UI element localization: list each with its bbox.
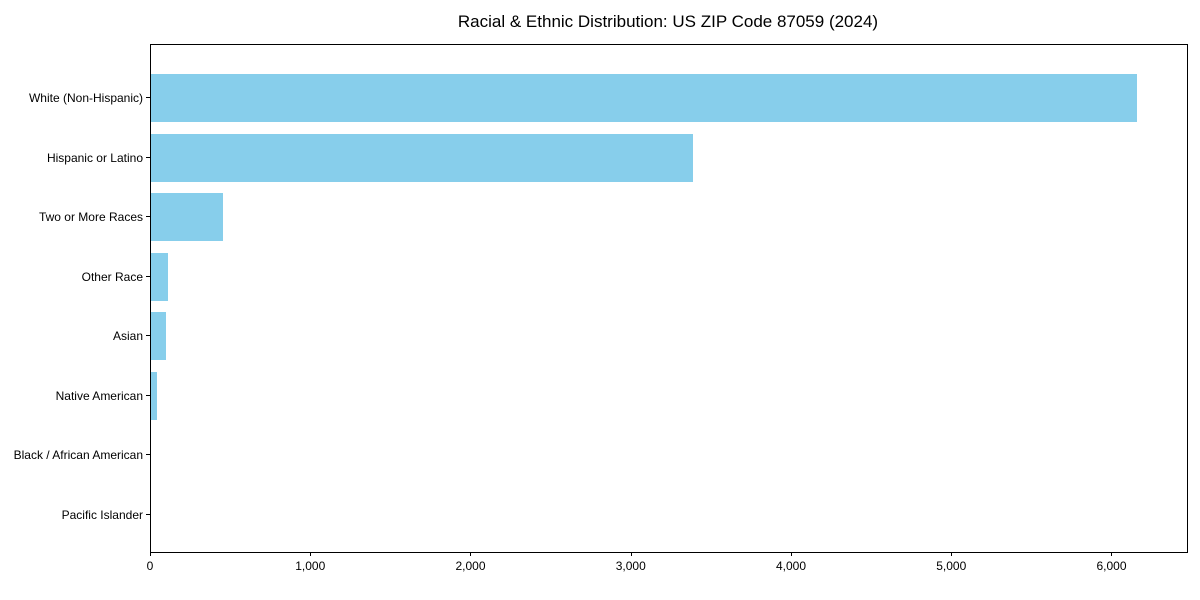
y-tick-label: Hispanic or Latino [46,150,143,165]
x-tick-label: 4,000 [775,559,806,573]
x-tick-mark [1111,552,1113,556]
bar [151,74,1138,122]
bar [151,252,168,301]
bar [151,312,167,360]
x-tick-mark [470,552,472,556]
bar [151,133,693,182]
bar [151,371,158,420]
y-tick-mark [146,156,150,158]
y-tick-label: White (Non-Hispanic) [28,91,143,105]
x-tick-mark [951,552,953,556]
x-tick-mark [790,552,792,556]
x-tick-mark [310,552,312,556]
y-tick-label: Other Race [81,269,143,284]
x-tick-mark [630,552,632,556]
y-tick-mark [146,394,150,396]
x-tick-mark [150,552,151,556]
y-tick-label: Pacific Islander [61,507,143,522]
y-tick-mark [146,513,150,515]
x-tick-label: 1,000 [295,559,326,573]
chart-title: Racial & Ethnic Distribution: US ZIP Cod… [457,12,879,31]
x-tick-label: 0 [146,559,154,573]
bar [151,193,224,241]
plot-area [150,44,1188,553]
y-tick-mark [146,335,150,336]
y-tick-mark [146,454,150,455]
y-tick-label: Black / African American [13,448,143,462]
y-tick-mark [146,97,150,98]
x-tick-label: 3,000 [615,559,646,573]
y-tick-mark [146,275,150,277]
y-tick-label: Two or More Races [38,210,143,224]
y-tick-label: Native American [55,388,143,403]
x-tick-label: 6,000 [1096,559,1127,573]
x-tick-label: 2,000 [455,559,486,573]
y-tick-mark [146,216,150,217]
x-tick-label: 5,000 [936,559,967,573]
y-tick-label: Asian [112,329,143,343]
